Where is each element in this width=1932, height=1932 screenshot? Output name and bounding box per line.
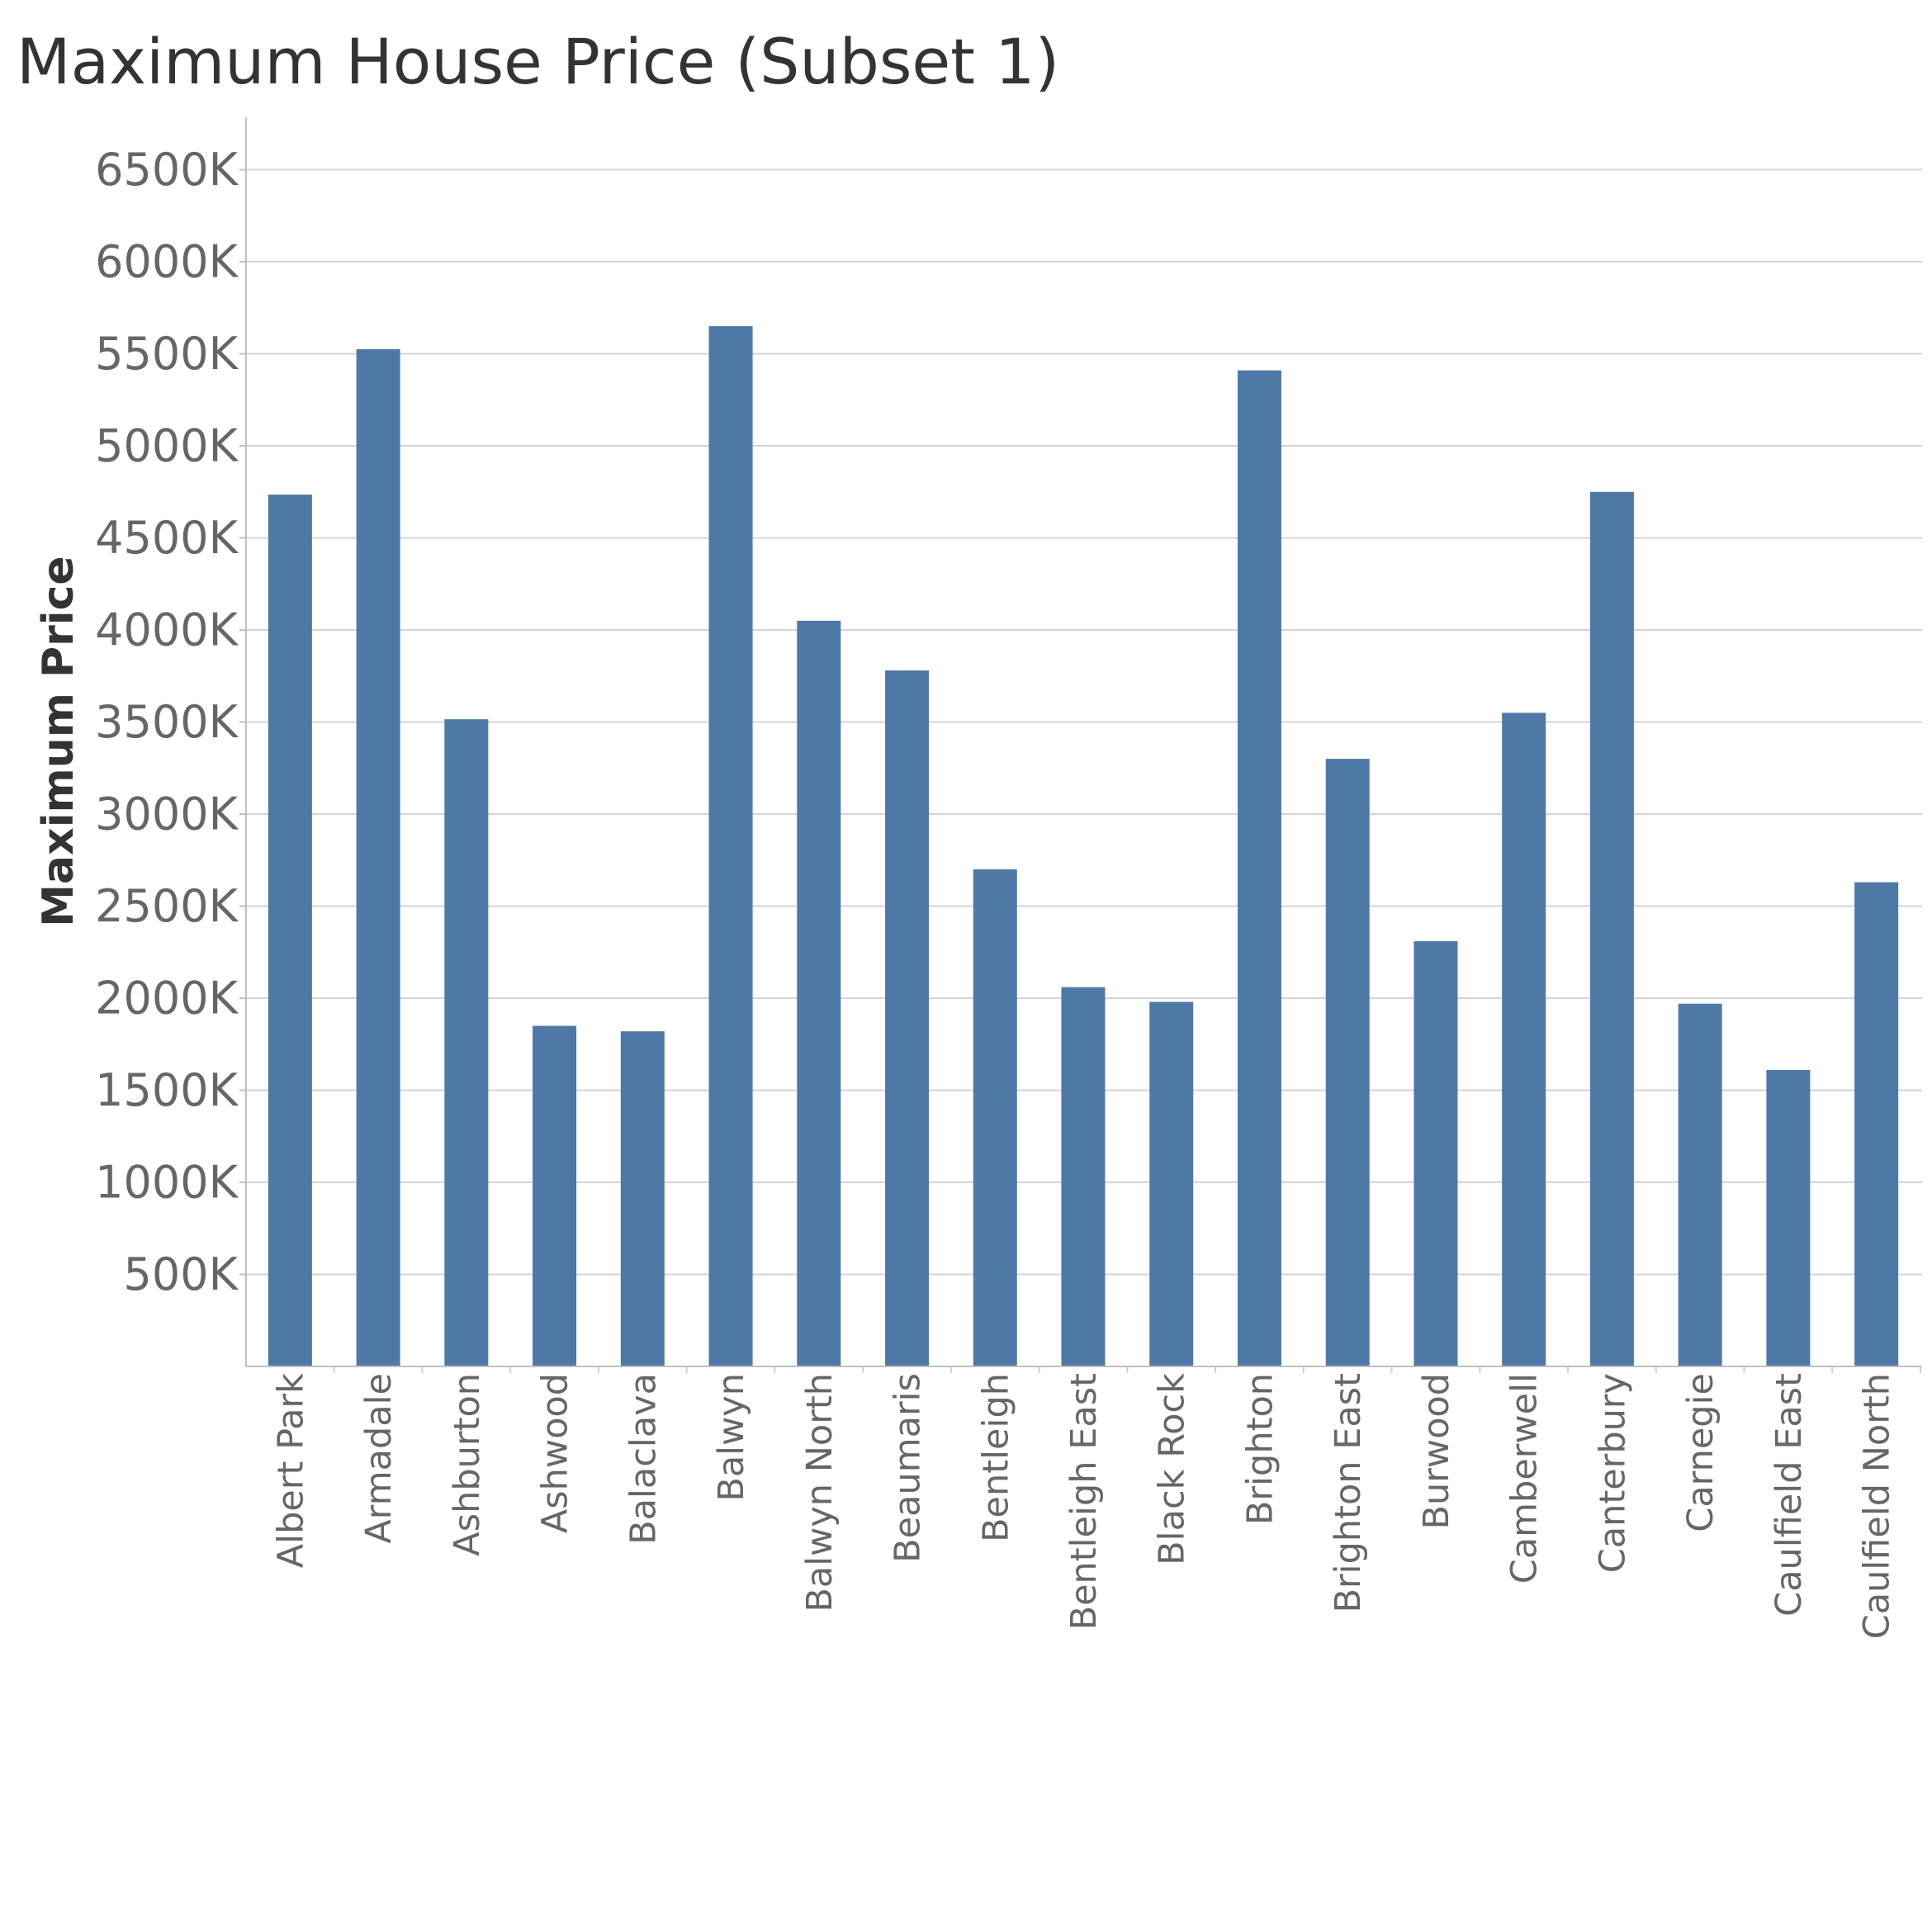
bar xyxy=(1502,713,1546,1366)
y-axis-label: Maximum Price xyxy=(34,556,83,926)
bar xyxy=(444,719,489,1366)
x-tick-label: Ashwood xyxy=(535,1373,576,1533)
y-tick-label: 3000K xyxy=(95,788,239,841)
x-tick-label: Brighton xyxy=(1239,1373,1281,1525)
y-tick-labels: 500K 1000K 1500K 2000K 2500K 3000K 3500K 4000K 4… xyxy=(95,144,239,1300)
bar xyxy=(973,869,1017,1366)
x-tick-label: Caulfield East xyxy=(1769,1373,1810,1617)
y-tick-label: 5500K xyxy=(95,328,239,380)
bars xyxy=(268,326,1921,1373)
axes xyxy=(245,117,1922,1367)
x-tick-label: Camberwell xyxy=(1504,1373,1546,1584)
y-tick-label: 5000K xyxy=(95,420,239,472)
chart-title: Maximum House Price (Subset 1) xyxy=(17,25,1060,98)
bar xyxy=(708,326,753,1366)
y-tick-label: 3500K xyxy=(95,696,239,748)
bar xyxy=(1061,987,1106,1366)
x-tick-label: Black Rock xyxy=(1152,1373,1193,1565)
x-tick-label: Balwyn North xyxy=(799,1373,841,1612)
bar xyxy=(1237,370,1281,1366)
bar xyxy=(1678,1003,1722,1366)
bar xyxy=(268,495,312,1366)
x-tick-label: Beaumaris xyxy=(888,1373,929,1563)
x-tick-label: Carnegie xyxy=(1680,1373,1721,1532)
x-tick-label: Bentleigh xyxy=(975,1373,1016,1542)
y-tick-label: 2000K xyxy=(95,973,239,1025)
x-tick-labels: Albert Park Armadale Ashburton Ashwood Balac… xyxy=(270,1373,1897,1639)
y-tick-label: 1000K xyxy=(95,1157,239,1209)
bar xyxy=(620,1031,665,1366)
y-tick-label: 6500K xyxy=(95,144,239,196)
x-tick-label: Balaclava xyxy=(623,1373,664,1545)
bar xyxy=(533,1025,577,1366)
y-tick-label: 1500K xyxy=(95,1064,239,1116)
bar xyxy=(797,620,841,1366)
x-tick-label: Canterbury xyxy=(1592,1373,1633,1573)
x-tick-label: Brighton East xyxy=(1328,1373,1369,1613)
y-tick-label: 4500K xyxy=(95,512,239,564)
bar xyxy=(1589,491,1634,1366)
bar xyxy=(885,670,930,1366)
bar xyxy=(1149,1002,1194,1366)
x-tick-label: Caulfield North xyxy=(1857,1373,1898,1639)
y-tick-label: 500K xyxy=(124,1248,239,1300)
bar xyxy=(356,348,400,1366)
y-tick-label: 2500K xyxy=(95,880,239,932)
x-tick-label: Ashburton xyxy=(447,1373,488,1556)
y-tick-label: 4000K xyxy=(95,604,239,656)
x-tick-label: Bentleigh East xyxy=(1063,1373,1105,1630)
bar xyxy=(1766,1069,1811,1366)
bar xyxy=(1854,882,1899,1366)
x-tick-label: Armadale xyxy=(358,1373,400,1544)
x-tick-label: Albert Park xyxy=(270,1373,311,1568)
y-tick-label: 6000K xyxy=(95,236,239,288)
bar xyxy=(1413,940,1458,1366)
x-tick-label: Balwyn xyxy=(711,1373,752,1502)
bar xyxy=(1325,759,1370,1366)
x-tick-label: Burwood xyxy=(1416,1373,1457,1530)
